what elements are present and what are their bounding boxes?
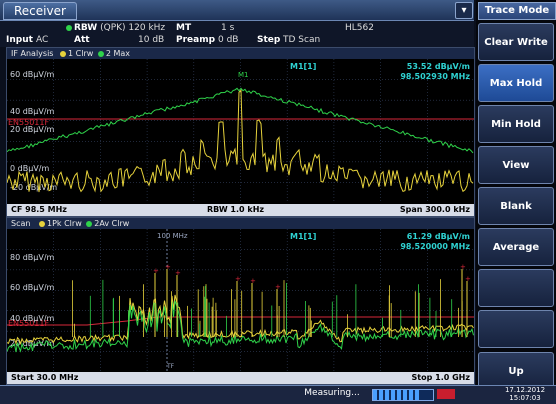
scan-trace-average — [7, 300, 474, 353]
scan-trace2-label: 2Av Clrw — [94, 219, 130, 228]
scan-freq-marker-label: 100 MHz — [157, 232, 188, 240]
if-marker-level: 53.52 dBµV/m — [407, 62, 470, 71]
if-analysis-header: IF Analysis 1 Clrw 2 Max — [7, 48, 474, 59]
att-label: Att — [74, 35, 90, 45]
scan-trace-peak — [7, 294, 474, 346]
measurement-settings: RBW (QPK) 120 kHz MT 1 s HL562 Input AC … — [0, 21, 474, 47]
softkey-max-hold[interactable]: Max Hold — [478, 64, 554, 102]
scan-peak-marker-icon: + — [250, 277, 256, 285]
softkey-panel: Trace Mode Clear Write Max Hold Min Hold Vi… — [476, 0, 556, 390]
softkey-blank[interactable]: Blank — [478, 187, 554, 225]
transducer-name: HL562 — [345, 23, 374, 33]
input-label: Input — [6, 35, 33, 45]
scan-spikes: + + + + + + + + — [72, 263, 471, 337]
status-bar — [0, 385, 556, 404]
rbw-label: RBW — [74, 23, 98, 33]
scan-marker-level: 61.29 dBµV/m — [407, 232, 470, 241]
title-bar: Receiver ▾ — [0, 0, 474, 21]
rbw-setting[interactable]: RBW (QPK) 120 kHz — [66, 22, 165, 34]
scan-trace1-dot-icon — [39, 220, 45, 227]
scan-peak-marker-icon: + — [235, 275, 241, 283]
mt-value[interactable]: 1 s — [221, 23, 235, 33]
scan-marker-name: M1[1] — [290, 232, 316, 241]
y-axis-label: 60 dBµV/m — [10, 70, 55, 79]
if-trace-maxhold — [7, 87, 474, 154]
scan-limit-line — [7, 316, 474, 326]
scan-limit-label: EN55011F — [8, 319, 49, 328]
if-trace2-label: 2 Max — [105, 49, 131, 58]
y-axis-label: 60 dBµV/m — [10, 283, 55, 292]
if-y-axis-labels: 60 dBµV/m 40 dBµV/m 20 dBµV/m 0 dBµV/m -20 d… — [10, 70, 57, 192]
softkey-view[interactable]: View — [478, 146, 554, 184]
scan-peak-marker-icon: + — [175, 269, 181, 277]
softkey-title: Trace Mode — [478, 2, 556, 20]
scan-peak-marker-icon: + — [165, 263, 171, 271]
rbw-dot-icon — [66, 24, 72, 31]
preamp-value[interactable]: 0 dB — [218, 35, 239, 45]
app-title[interactable]: Receiver — [3, 2, 77, 20]
scan-peak-marker-icon: + — [275, 283, 281, 291]
if-analysis-title: IF Analysis — [11, 49, 54, 58]
y-axis-label: 80 dBµV/m — [10, 253, 55, 262]
if-analysis-panel[interactable]: IF Analysis 1 Clrw 2 Max EN55011F 60 dBµ… — [6, 47, 475, 217]
date-time: 17.12.2012 15:07:03 — [496, 385, 554, 404]
input-value[interactable]: AC — [36, 35, 49, 45]
scan-y-axis-labels: 80 dBµV/m 60 dBµV/m 40 dBµV/m 20 dBµV/m — [10, 253, 55, 348]
if-analysis-plot[interactable]: EN55011F 60 dBµV/m 40 dBµV/m 20 dBµV/m 0 dB… — [7, 59, 474, 203]
status-indicator-icon[interactable] — [437, 389, 455, 399]
measure-progress-bar — [372, 389, 434, 401]
if-trace1-label: 1 Clrw — [68, 49, 94, 58]
if-grid — [7, 59, 474, 203]
scan-peak-marker-icon: + — [153, 267, 159, 275]
y-axis-label: 20 dBµV/m — [10, 339, 55, 348]
if-rbw[interactable]: RBW 1.0 kHz — [207, 205, 265, 214]
step-label: Step — [257, 35, 281, 45]
scan-footer: Start 30.0 MHz Stop 1.0 GHz — [7, 372, 474, 384]
att-value[interactable]: 10 dB — [138, 35, 165, 45]
y-axis-label: 40 dBµV/m — [10, 107, 55, 116]
trace1-dot-icon — [60, 50, 67, 57]
measure-progress-fill — [373, 390, 420, 400]
softkey-empty-6[interactable] — [478, 269, 554, 307]
scan-stop-freq[interactable]: Stop 1.0 GHz — [411, 373, 470, 382]
y-axis-label: 40 dBµV/m — [10, 314, 55, 323]
scan-peak-marker-icon: + — [460, 263, 466, 271]
softkey-up[interactable]: Up — [478, 352, 554, 390]
status-time: 15:07:03 — [509, 394, 541, 402]
scan-header: Scan 1Pk Clrw 2Av Clrw — [7, 218, 474, 229]
scan-start-freq[interactable]: Start 30.0 MHz — [11, 373, 79, 382]
measuring-status: Measuring... — [304, 388, 360, 398]
scan-plot[interactable]: 100 MHz EN55011F 80 dBµV/m 60 dBµV/m 40 dB… — [7, 229, 474, 372]
step-value[interactable]: TD Scan — [283, 35, 321, 45]
menu-icon[interactable]: ▾ — [455, 2, 473, 19]
if-marker-name: M1[1] — [290, 62, 316, 71]
scan-tf-label: TF — [166, 363, 175, 370]
softkey-average[interactable]: Average — [478, 228, 554, 266]
if-analysis-footer: CF 98.5 MHz RBW 1.0 kHz Span 300.0 kHz — [7, 204, 474, 216]
if-center-freq[interactable]: CF 98.5 MHz — [11, 205, 67, 214]
if-marker-flag[interactable]: M1 — [238, 71, 249, 79]
y-axis-label: -20 dBµV/m — [10, 183, 57, 192]
mt-label: MT — [176, 23, 192, 33]
if-marker-freq: 98.502930 MHz — [400, 72, 470, 81]
scan-trace1-label: 1Pk Clrw — [47, 219, 82, 228]
if-span[interactable]: Span 300.0 kHz — [399, 205, 470, 214]
trace2-dot-icon — [97, 50, 104, 57]
scan-title: Scan — [11, 219, 31, 228]
if-trace-clearwrite — [7, 89, 474, 193]
rbw-value: (QPK) 120 kHz — [100, 23, 166, 33]
scan-trace2-dot-icon — [86, 220, 93, 227]
softkey-min-hold[interactable]: Min Hold — [478, 105, 554, 143]
softkey-empty-7[interactable] — [478, 310, 554, 348]
y-axis-label: 20 dBµV/m — [10, 125, 55, 134]
scan-peak-marker-icon: + — [465, 275, 471, 283]
status-date: 17.12.2012 — [504, 386, 546, 394]
if-limit-label: EN55011F — [8, 118, 49, 127]
softkey-clear-write[interactable]: Clear Write — [478, 23, 554, 61]
scan-marker-freq: 98.520000 MHz — [400, 242, 470, 251]
preamp-label: Preamp — [176, 35, 216, 45]
y-axis-label: 0 dBµV/m — [10, 164, 49, 173]
scan-panel[interactable]: Scan 1Pk Clrw 2Av Clrw 100 MHz EN55011F … — [6, 217, 475, 385]
